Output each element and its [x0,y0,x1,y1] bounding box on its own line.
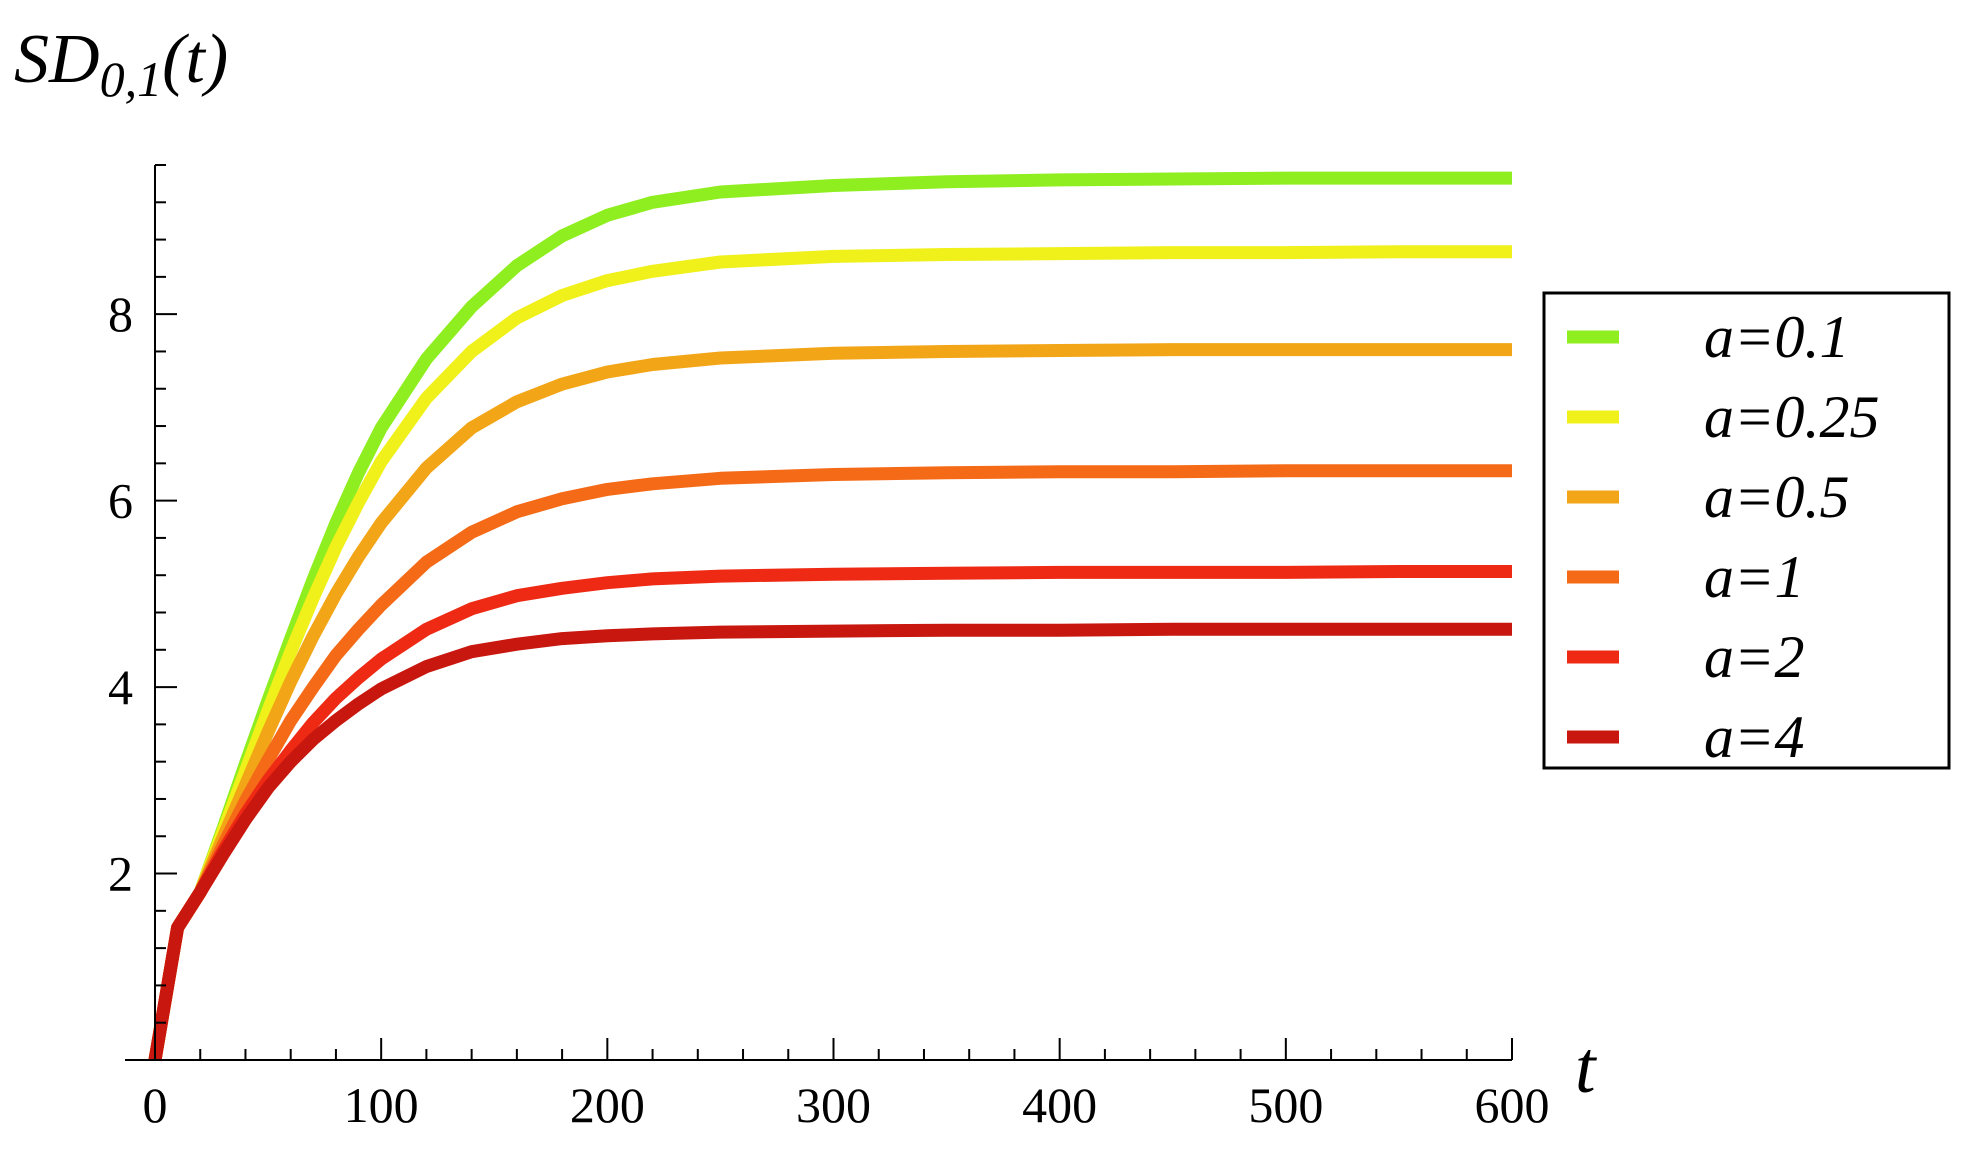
x-tick-label: 0 [143,1077,168,1133]
y-tick-label: 4 [108,659,133,715]
legend-label-3: a=1 [1704,544,1805,610]
x-tick-label: 600 [1475,1077,1550,1133]
series-line-0 [148,171,1512,1062]
legend-box [1542,291,1951,770]
x-tick-label: 500 [1248,1077,1323,1133]
y-tick-label: 6 [108,473,133,529]
legend-label-4: a=2 [1704,624,1805,690]
y-axis-title-tail: (t) [162,21,228,98]
y-axis-title: SD0,1(t) [14,21,228,107]
x-tick-label: 300 [796,1077,871,1133]
series-line-5 [148,622,1512,1062]
x-tick-label: 400 [1022,1077,1097,1133]
series-line-4 [148,565,1512,1062]
y-tick-label: 2 [108,846,133,902]
x-tick-label: 100 [344,1077,419,1133]
y-axis-title-subscript: 0,1 [100,51,163,107]
x-tick-label: 200 [570,1077,645,1133]
legend-label-0: a=0.1 [1704,304,1850,370]
legend: a=0.1 a=0.25 a=0.5 a=1 a=2 a=4 [1542,291,1951,770]
y-axis-title-main: SD [14,21,100,98]
legend-label-1: a=0.25 [1704,384,1880,450]
x-axis-title: t [1575,1027,1598,1109]
legend-label-5: a=4 [1704,704,1805,770]
y-tick-label: 8 [108,286,133,342]
series-line-3 [148,464,1512,1062]
series-line-1 [148,245,1512,1062]
series-layer [148,171,1512,1062]
ticks-layer: 0 100 200 300 400 500 600 2 4 6 8 [108,164,1550,1133]
legend-label-2: a=0.5 [1704,464,1850,530]
series-line-2 [148,343,1512,1062]
